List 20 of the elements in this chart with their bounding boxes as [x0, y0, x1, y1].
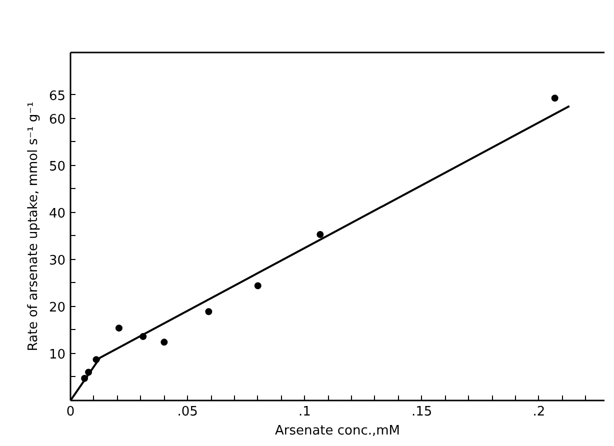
point	[551, 94, 558, 102]
y-tick-label: 60	[48, 112, 66, 128]
point	[115, 324, 122, 332]
x-tick-label: .05	[177, 404, 198, 420]
y-tick-label: 20	[48, 300, 66, 316]
y-tick-label: 65	[48, 88, 66, 104]
point	[254, 282, 262, 290]
point	[316, 231, 324, 238]
point	[160, 338, 168, 346]
x-tick-label: 0	[66, 404, 75, 420]
y-axis-title: Rate of arsenate uptake, mmol s⁻¹ g⁻¹	[26, 102, 41, 352]
y-tick-label: 10	[48, 347, 66, 362]
x-tick-label: .15	[411, 404, 432, 420]
y-tick-label: 40	[48, 206, 66, 222]
x-tick-label: .2	[532, 404, 546, 420]
x-tick-label: .1	[298, 404, 311, 420]
x-axis-title: Arsenate conc.,mM	[274, 424, 400, 438]
y-tick-label: 50	[48, 159, 66, 174]
point	[205, 308, 212, 316]
y-tick-label: 30	[48, 253, 66, 268]
